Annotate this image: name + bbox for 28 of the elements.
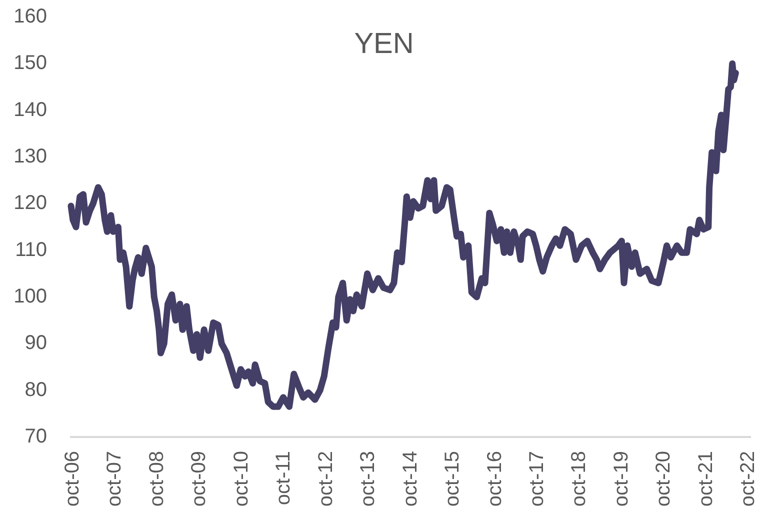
y-tick-label: 110: [15, 238, 47, 261]
x-tick-label: oct-14: [399, 451, 422, 507]
x-tick-label: oct-06: [61, 451, 84, 507]
x-tick-label: oct-16: [484, 451, 506, 507]
x-tick-label: oct-21: [694, 451, 717, 507]
y-tick-label: 150: [14, 52, 47, 74]
x-tick-label: oct-08: [146, 451, 168, 507]
x-tick-label: oct-15: [442, 451, 464, 507]
y-tick-label: 130: [14, 146, 47, 168]
x-tick-label: oct-13: [357, 451, 380, 507]
x-tick-label: oct-22: [737, 451, 760, 507]
y-tick-label: 140: [14, 98, 47, 121]
x-tick-label: oct-09: [188, 451, 210, 507]
x-tick-label: oct-10: [230, 451, 252, 507]
y-tick-label: 120: [14, 192, 47, 214]
y-tick-label: 70: [24, 426, 47, 448]
x-tick-label: oct-07: [104, 451, 126, 507]
x-tick-label: oct-18: [568, 451, 590, 507]
x-tick-label: oct-17: [526, 451, 548, 507]
x-tick-label: oct-12: [314, 451, 337, 507]
y-tick-label: 100: [14, 286, 47, 308]
y-tick-label: 80: [24, 378, 47, 401]
chart-title: YEN: [354, 28, 414, 60]
x-tick-label: oct-19: [610, 451, 632, 507]
x-tick-label: oct-20: [652, 451, 675, 507]
y-tick-label: 90: [24, 332, 47, 354]
x-tick-label: oct-11: [272, 451, 295, 506]
y-tick-label: 160: [14, 6, 47, 28]
